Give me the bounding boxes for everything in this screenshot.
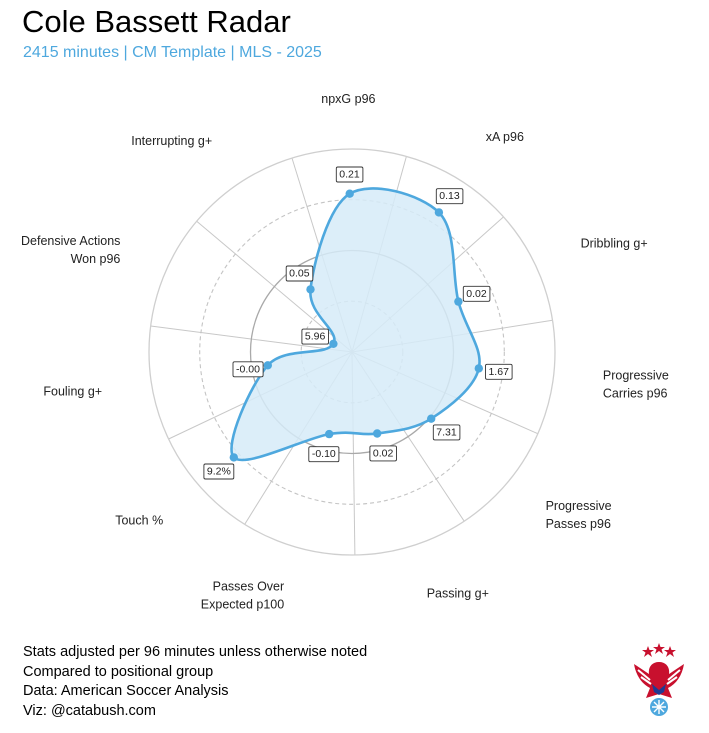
radar-point-1 xyxy=(474,364,483,373)
footer-notes: Stats adjusted per 96 minutes unless oth… xyxy=(23,643,367,721)
svg-text:9.2%: 9.2% xyxy=(207,466,231,478)
svg-text:5.96: 5.96 xyxy=(305,331,326,343)
note-data-source: Data: American Soccer Analysis xyxy=(23,683,229,699)
svg-text:0.21: 0.21 xyxy=(339,169,360,181)
radar-point-2 xyxy=(427,414,436,423)
axis-label-10: xA p96 xyxy=(486,130,524,144)
axis-label-5: Touch % xyxy=(115,513,163,527)
radar-area xyxy=(230,187,481,462)
radar-point-6 xyxy=(263,361,272,370)
note-comparison: Compared to positional group xyxy=(23,663,214,680)
chart-subtitle: 2415 minutes | CM Template | MLS - 2025 xyxy=(23,44,322,61)
axis-label-4: Passes Over Expected p100 xyxy=(201,580,284,612)
axis-label-8: Interrupting g+ xyxy=(131,134,212,148)
axis-label-2: Progressive Passes p96 xyxy=(546,499,612,531)
value-label-1: 1.67 xyxy=(485,363,513,380)
radar-point-10 xyxy=(434,208,444,217)
value-label-9: 0.21 xyxy=(335,166,364,183)
axis-label-6: Fouling g+ xyxy=(43,385,102,399)
radar-point-8 xyxy=(306,285,315,294)
axis-label-3: Passing g+ xyxy=(427,587,489,601)
value-label-2: 7.31 xyxy=(432,424,461,441)
value-label-8: 0.05 xyxy=(285,265,314,282)
radar-point-9 xyxy=(345,189,354,198)
axis-label-11: Dribbling g+ xyxy=(581,237,648,251)
svg-text:0.05: 0.05 xyxy=(289,268,310,280)
value-label-3: 0.02 xyxy=(369,445,397,462)
radar-chart: 1.67 7.31 0.02 -0.10 9.2% -0.00 5.96 0.05 0.21 0.… xyxy=(21,92,669,612)
svg-text:0.13: 0.13 xyxy=(439,190,460,202)
svg-text:0.02: 0.02 xyxy=(373,447,394,459)
value-label-7: 5.96 xyxy=(301,328,329,345)
value-label-5: 9.2% xyxy=(203,463,235,480)
radar-point-3 xyxy=(373,429,382,438)
svg-text:1.67: 1.67 xyxy=(488,366,509,378)
value-label-4: -0.10 xyxy=(308,446,340,463)
radar-point-11 xyxy=(454,297,463,306)
radar-ring-100 xyxy=(148,148,556,556)
svg-text:-0.10: -0.10 xyxy=(312,448,336,460)
value-label-11: 0.02 xyxy=(462,285,491,302)
axis-label-1: Progressive Carries p96 xyxy=(603,368,669,400)
note-adjustment: Stats adjusted per 96 minutes unless oth… xyxy=(23,644,368,660)
svg-text:-0.00: -0.00 xyxy=(236,363,260,375)
eagle-soccer-ball-icon xyxy=(634,643,684,716)
radar-point-5 xyxy=(229,453,238,462)
svg-text:0.02: 0.02 xyxy=(466,288,487,300)
value-label-10: 0.13 xyxy=(435,188,464,205)
chart-title: Cole Bassett Radar xyxy=(22,4,291,39)
radar-point-4 xyxy=(325,429,334,439)
svg-text:7.31: 7.31 xyxy=(436,426,457,438)
radar-point-7 xyxy=(329,339,338,348)
value-label-6: -0.00 xyxy=(232,361,264,378)
axis-label-9: npxG p96 xyxy=(321,92,375,106)
note-viz-credit: Viz: @catabush.com xyxy=(23,702,156,719)
axis-label-7: Defensive Actions Won p96 xyxy=(21,234,120,266)
